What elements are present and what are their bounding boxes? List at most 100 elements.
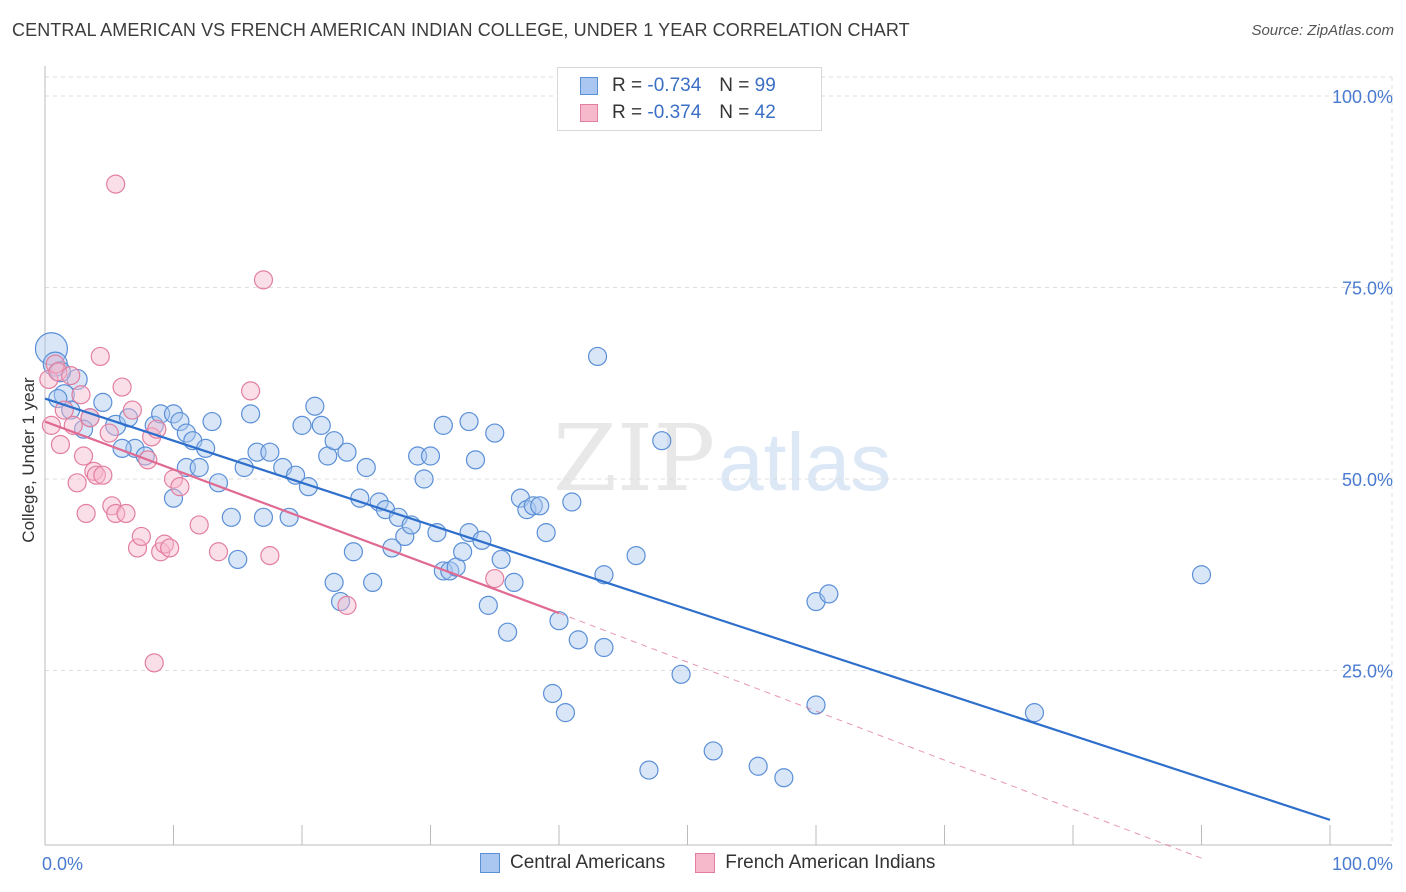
data-point-central-american <box>504 572 524 593</box>
data-point-central-american <box>260 442 280 462</box>
data-point-french-american-indian <box>241 381 261 401</box>
data-point-central-american <box>465 450 486 470</box>
legend-row-blue: R = -0.734 N = 99 <box>580 74 776 98</box>
data-point-central-american <box>420 446 441 466</box>
data-point-french-american-indian <box>67 473 87 493</box>
data-point-central-american <box>163 404 184 424</box>
data-point-french-american-indian <box>61 365 81 386</box>
data-point-french-american-indian <box>189 515 209 535</box>
data-point-central-american <box>819 584 839 604</box>
y-tick-label: 75.0% <box>1342 279 1393 299</box>
data-point-central-american <box>1024 703 1045 723</box>
series-legend-item-pink: French American Indians <box>695 852 935 874</box>
data-point-central-american <box>170 411 190 432</box>
legend-r-label: R = <box>612 75 643 96</box>
data-point-central-american <box>253 507 274 527</box>
data-point-central-american <box>530 496 550 516</box>
data-point-central-american <box>279 507 299 527</box>
watermark: ZIP atlas <box>553 405 891 512</box>
legend-r-label: R = <box>612 102 643 123</box>
data-point-central-american <box>292 415 312 435</box>
source-label: Source: ZipAtlas.com <box>1251 22 1394 39</box>
series-legend-swatch-pink <box>695 853 716 873</box>
series-french-american-indians <box>39 174 505 673</box>
data-point-central-american <box>594 637 614 658</box>
series-legend-label: Central Americans <box>510 852 666 873</box>
legend-n-value: 42 <box>754 102 776 123</box>
trend-line-french-american-indians <box>44 420 560 615</box>
x-tick-labels: 0.0% 100.0% <box>42 854 1393 874</box>
data-point-central-american <box>433 415 453 435</box>
legend-swatch-blue <box>580 77 598 95</box>
data-point-central-american <box>703 741 723 761</box>
series-central-americans <box>34 332 1212 788</box>
watermark-atlas: atlas <box>718 417 891 508</box>
data-point-french-american-indian <box>131 526 151 547</box>
data-point-central-american <box>587 346 608 367</box>
data-point-french-american-indian <box>106 503 126 524</box>
data-point-central-american <box>356 457 376 478</box>
data-point-french-american-indian <box>71 385 91 405</box>
series-legend: Central Americans French American Indian… <box>480 852 965 874</box>
data-point-french-american-indian <box>41 415 62 435</box>
data-point-central-american <box>568 630 588 650</box>
data-point-central-american <box>472 530 492 550</box>
data-point-central-american <box>48 388 68 409</box>
y-tick-label: 50.0% <box>1342 470 1393 490</box>
data-point-french-american-indian <box>337 595 357 615</box>
data-point-central-american <box>485 423 505 443</box>
data-point-central-american <box>774 768 794 788</box>
data-point-central-american <box>549 611 569 631</box>
data-point-french-american-indian <box>93 465 113 485</box>
data-point-french-american-indian <box>116 503 136 524</box>
legend-n-value: 99 <box>754 75 776 96</box>
data-point-french-american-indian <box>99 423 119 443</box>
data-point-central-american <box>221 507 241 527</box>
data-point-central-american <box>228 549 248 570</box>
data-point-central-american <box>363 572 383 593</box>
data-point-french-american-indian <box>260 545 280 566</box>
series-legend-item-blue: Central Americans <box>480 852 665 874</box>
legend: R = -0.734 N = 99 R = -0.374 N = 42 <box>557 67 822 131</box>
data-point-french-american-indian <box>122 400 142 420</box>
legend-r-value: -0.734 <box>647 75 702 96</box>
data-point-central-american <box>93 392 113 412</box>
data-point-french-american-indian <box>144 653 164 673</box>
data-point-central-american <box>478 595 498 615</box>
data-point-central-american <box>395 526 415 547</box>
x-tick-label: 0.0% <box>42 854 83 874</box>
data-point-central-american <box>498 622 518 642</box>
y-tick-label: 25.0% <box>1342 662 1393 682</box>
data-point-central-american <box>1191 565 1212 585</box>
data-point-central-american <box>555 703 576 723</box>
data-point-french-american-indian <box>160 538 180 558</box>
series-legend-swatch-blue <box>480 853 500 873</box>
watermark-zip: ZIP <box>553 405 715 512</box>
data-point-central-american <box>176 423 196 443</box>
data-point-french-american-indian <box>48 362 68 382</box>
legend-n-label: N = <box>719 102 750 123</box>
data-point-central-american <box>241 404 261 424</box>
data-point-french-american-indian <box>106 174 126 194</box>
data-point-french-american-indian <box>112 377 132 397</box>
trend-lines <box>44 397 1331 859</box>
data-point-central-american <box>806 695 826 715</box>
data-point-french-american-indian <box>485 568 505 589</box>
x-tick-label: 100.0% <box>1332 854 1393 874</box>
data-point-french-american-indian <box>154 534 175 554</box>
y-tick-labels: 100.0% 75.0% 50.0% 25.0% <box>1332 87 1393 682</box>
data-point-central-american <box>189 457 209 478</box>
data-point-central-american <box>523 496 543 516</box>
chart-title: CENTRAL AMERICAN VS FRENCH AMERICAN INDI… <box>12 20 910 40</box>
data-point-central-american <box>453 542 473 562</box>
data-point-central-american <box>324 572 344 593</box>
data-point-central-american <box>202 411 222 432</box>
legend-r-value: -0.374 <box>647 102 702 123</box>
data-point-french-american-indian <box>73 446 94 466</box>
series-legend-label: French American Indians <box>725 852 936 873</box>
data-point-french-american-indian <box>45 354 65 374</box>
data-point-french-american-indian <box>253 270 274 290</box>
data-point-central-american <box>414 469 434 489</box>
data-point-central-american <box>671 664 691 684</box>
